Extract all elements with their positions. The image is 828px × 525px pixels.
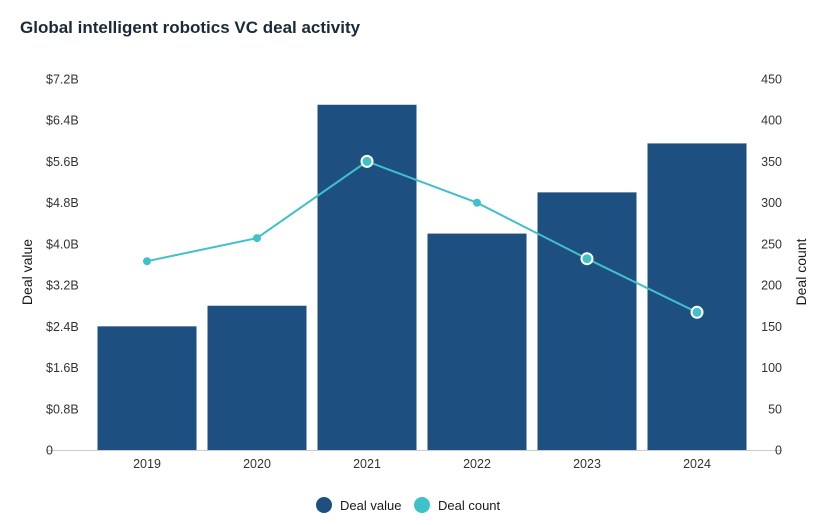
left-tick-label: $4.0B [46, 237, 79, 251]
right-tick-label: 100 [761, 361, 782, 375]
left-tick-label: $0.8B [46, 402, 79, 416]
bars-group [97, 104, 747, 451]
left-tick-label: $5.6B [46, 155, 79, 169]
left-axis-label: Deal value [19, 239, 35, 305]
legend-label-deal-value: Deal value [340, 498, 401, 513]
deal-count-line-group [143, 154, 704, 319]
left-tick-label: $4.8B [46, 196, 79, 210]
right-tick-label: 0 [775, 444, 782, 458]
right-tick-label: 200 [761, 279, 782, 293]
right-tick-label: 400 [761, 114, 782, 128]
point-2022 [473, 198, 481, 207]
point-2023 [580, 252, 594, 266]
point-2020 [253, 234, 261, 243]
left-tick-label: $6.4B [46, 114, 79, 128]
point-2019 [143, 257, 151, 266]
left-tick-label: $1.6B [46, 361, 79, 375]
bar-2022 [427, 233, 527, 450]
bar-2023 [537, 192, 637, 451]
right-tick-label: 450 [761, 73, 782, 87]
right-tick-label: 350 [761, 155, 782, 169]
point-2024 [690, 305, 704, 319]
left-tick-label: 0 [46, 444, 53, 458]
left-axis-ticks: 0 $0.8B $1.6B $2.4B $3.2B $4.0B $4.8B $5.6B $6.4… [46, 73, 79, 458]
right-tick-label: 150 [761, 320, 782, 334]
bar-2024 [647, 143, 747, 450]
right-tick-label: 250 [761, 237, 782, 251]
legend-swatch-deal-count [414, 497, 430, 513]
x-tick-label: 2021 [353, 457, 381, 471]
point-2021 [360, 154, 374, 168]
legend: Deal value Deal count [316, 497, 501, 513]
bar-2020 [207, 305, 307, 450]
legend-label-deal-count: Deal count [438, 498, 501, 513]
right-tick-label: 50 [768, 402, 782, 416]
deal-count-line [146, 160, 698, 314]
x-tick-label: 2022 [463, 457, 491, 471]
chart-title: Global intelligent robotics VC deal acti… [20, 18, 361, 37]
x-axis-ticks: 2019 2020 2021 2022 2023 2024 [133, 457, 711, 471]
right-axis-ticks: 0 50 100 150 200 250 300 350 400 450 [761, 73, 782, 458]
right-axis-label: Deal count [793, 238, 809, 305]
x-tick-label: 2020 [243, 457, 271, 471]
left-tick-label: $2.4B [46, 320, 79, 334]
x-tick-label: 2024 [683, 457, 711, 471]
left-tick-label: $7.2B [46, 73, 79, 87]
right-tick-label: 300 [761, 196, 782, 210]
x-tick-label: 2023 [573, 457, 601, 471]
left-tick-label: $3.2B [46, 279, 79, 293]
legend-swatch-deal-value [316, 497, 332, 513]
bar-2019 [97, 326, 197, 450]
x-tick-label: 2019 [133, 457, 161, 471]
